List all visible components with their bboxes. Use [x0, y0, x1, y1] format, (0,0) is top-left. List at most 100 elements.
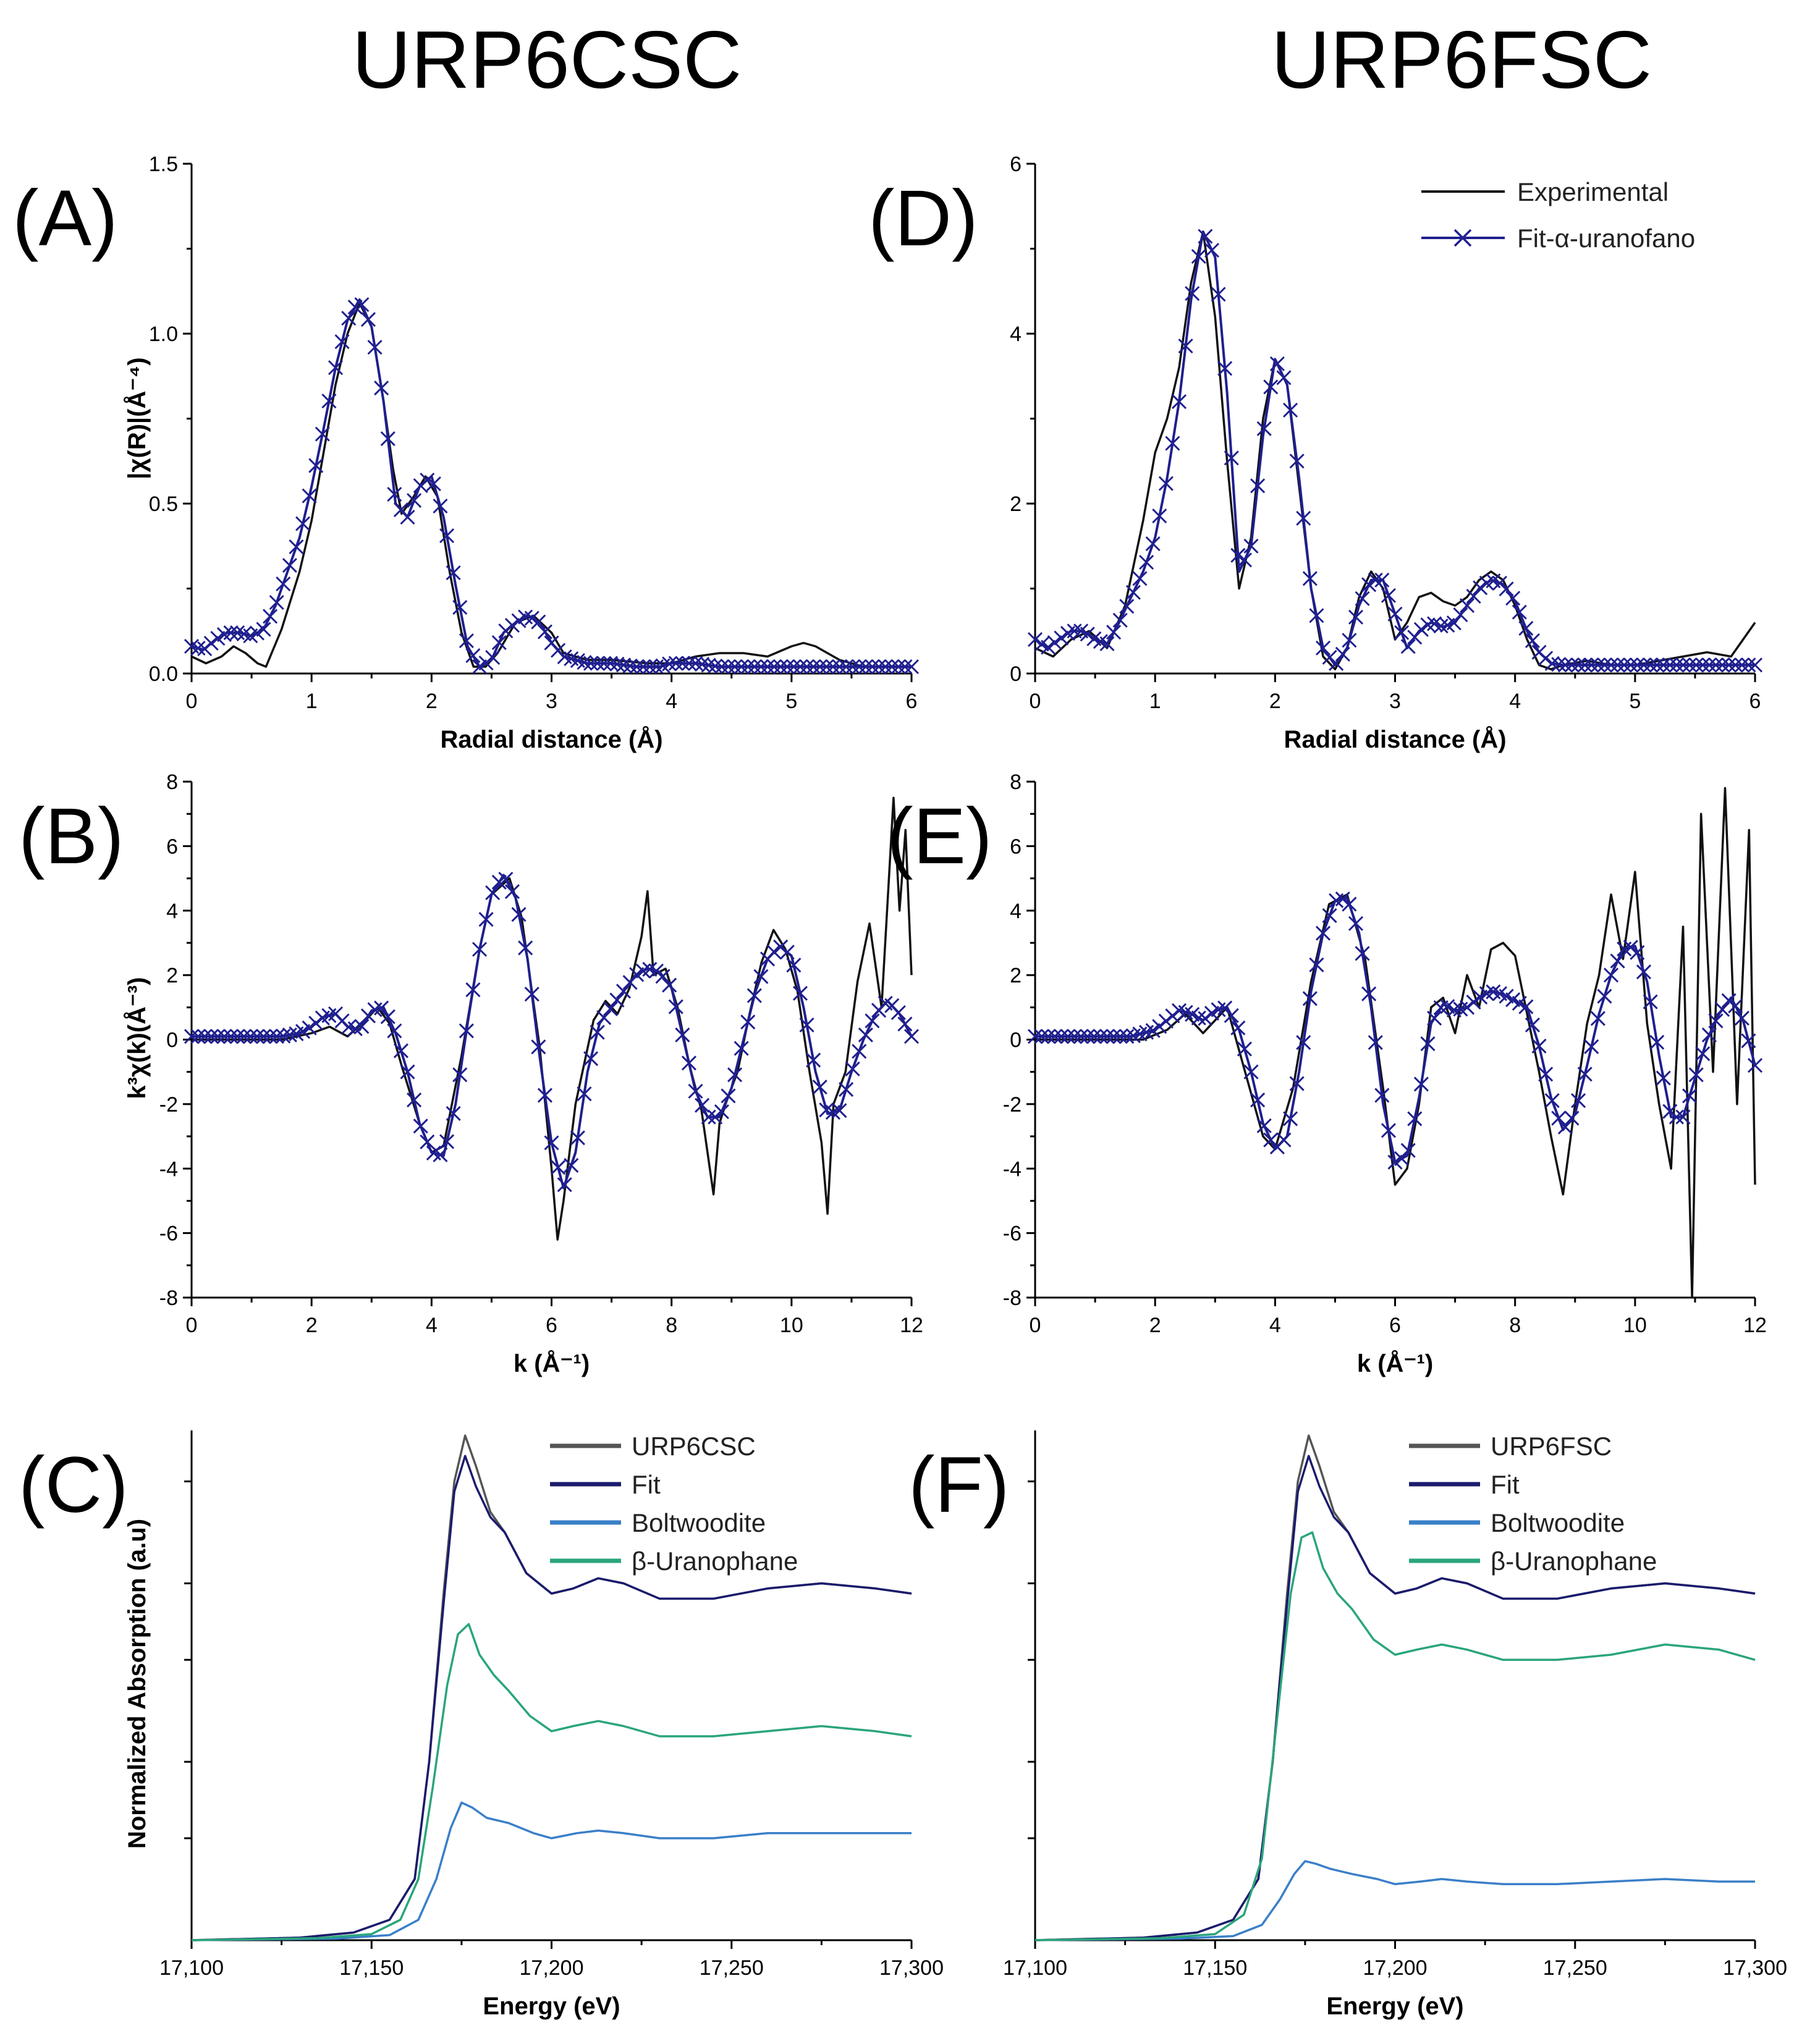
- fit-marker: [1525, 633, 1540, 648]
- fit-marker: [1361, 986, 1377, 1002]
- panel-A: (A) 0 1 2 3 4 5 6 0.0 0.5 1.0 1.5 Radial distance (Å…: [12, 153, 920, 753]
- fit-marker: [1204, 242, 1220, 258]
- x-tick-label: 3: [1389, 690, 1401, 713]
- fit-marker: [1466, 994, 1481, 1010]
- legend-marker: [1453, 229, 1472, 247]
- fit-marker: [740, 659, 756, 675]
- fit-marker: [1302, 991, 1318, 1007]
- fit-marker: [446, 565, 461, 581]
- fit-marker: [871, 659, 887, 675]
- fit-marker: [675, 1027, 690, 1042]
- fit-marker: [315, 426, 330, 442]
- fit-marker: [354, 1019, 370, 1034]
- fit-marker: [1426, 1010, 1442, 1026]
- series-line-uranophane: [191, 1623, 912, 1941]
- fit-marker: [1073, 1029, 1089, 1044]
- fit-marker: [524, 986, 539, 1002]
- fit-marker: [1243, 1064, 1259, 1079]
- x-tick-label: 3: [546, 690, 557, 713]
- fit-marker: [1276, 370, 1292, 386]
- fit-marker: [282, 557, 297, 573]
- fit-marker: [544, 1135, 559, 1151]
- fit-marker: [203, 1029, 219, 1044]
- fit-marker: [1224, 1008, 1239, 1023]
- fit-marker: [642, 659, 658, 675]
- fit-marker: [1080, 627, 1095, 642]
- fit-marker: [819, 659, 834, 675]
- x-tick-label: 17,300: [879, 1956, 944, 1980]
- fit-marker: [1067, 1029, 1082, 1044]
- fit-marker: [747, 988, 762, 1003]
- fit-marker: [1570, 657, 1586, 673]
- fit-marker: [1708, 657, 1724, 673]
- fit-marker: [759, 659, 776, 675]
- series-line-xanes_sample: [191, 1434, 912, 1941]
- fit-marker: [858, 1027, 873, 1042]
- fit-marker: [1630, 657, 1645, 673]
- fit-marker: [1688, 657, 1704, 673]
- fit-marker: [1342, 633, 1357, 648]
- fit-marker: [1656, 657, 1671, 673]
- fit-marker: [1662, 657, 1678, 673]
- fit-marker: [897, 659, 913, 675]
- fit-marker: [374, 380, 389, 396]
- fit-marker: [289, 539, 304, 555]
- panel-label-D: (D): [868, 174, 978, 263]
- fit-marker: [459, 633, 474, 649]
- fit-marker: [1047, 635, 1062, 651]
- fit-marker: [407, 1092, 422, 1108]
- fit-marker: [295, 516, 311, 531]
- series-line-xanes_fit: [1034, 1455, 1756, 1941]
- series-line-fit_exafs: [1034, 230, 1755, 667]
- fit-marker: [504, 884, 520, 899]
- fit-marker: [190, 1029, 206, 1044]
- fit-marker: [681, 656, 696, 671]
- series-line-experimental: [191, 302, 912, 668]
- fit-marker: [622, 658, 638, 674]
- fit-marker: [1060, 1029, 1076, 1044]
- panel-D: (D) 0 1 2 3 4 5 6 0 2 4 6 Radial distance (Å) Experim…: [868, 153, 1763, 753]
- fit-marker: [1701, 1027, 1717, 1042]
- series-line-fit_exafs: [191, 298, 912, 668]
- fit-marker: [1119, 599, 1135, 614]
- y-tick-label: -6: [159, 1222, 178, 1246]
- fit-marker: [249, 1029, 264, 1044]
- fit-marker: [1688, 1067, 1704, 1083]
- fit-marker: [1315, 640, 1331, 656]
- fit-marker: [609, 656, 625, 672]
- fit-marker: [1250, 1092, 1266, 1108]
- fit-marker: [354, 297, 370, 313]
- fit-marker: [1112, 1029, 1128, 1044]
- x-tick-label: 2: [1149, 1314, 1161, 1337]
- fit-marker: [1099, 636, 1115, 651]
- x-axis-label: k (Å⁻¹): [514, 1349, 590, 1377]
- x-axis-label: Energy (eV): [1326, 1993, 1463, 2020]
- fit-marker: [1289, 454, 1305, 469]
- x-tick-label: 4: [1269, 1314, 1281, 1337]
- fit-marker: [1034, 1029, 1049, 1044]
- fit-marker: [387, 486, 402, 502]
- fit-marker: [380, 1009, 396, 1024]
- fit-marker: [1374, 572, 1390, 588]
- fit-marker: [832, 1103, 847, 1118]
- fit-marker: [616, 984, 632, 999]
- fit-marker: [648, 659, 664, 675]
- fit-marker: [1643, 657, 1658, 673]
- fit-marker: [1603, 968, 1619, 983]
- fit-marker: [839, 1082, 854, 1097]
- fit-marker: [1544, 1093, 1560, 1109]
- fit-marker: [1348, 916, 1364, 931]
- legend-entry: URP6CSC: [632, 1432, 756, 1461]
- fit-marker: [216, 1029, 232, 1044]
- fit-marker: [1741, 657, 1756, 673]
- y-tick-label: 2: [1010, 492, 1022, 516]
- fit-marker: [1093, 1029, 1108, 1044]
- legend-entry: β-Uranophane: [1491, 1547, 1657, 1576]
- fit-marker: [792, 986, 808, 1001]
- fit-marker: [747, 659, 762, 675]
- fit-marker: [531, 614, 546, 630]
- fit-marker: [655, 968, 671, 984]
- y-tick-label: 2: [1010, 964, 1022, 987]
- fit-marker: [1734, 1010, 1749, 1026]
- x-tick-label: 17,200: [1363, 1956, 1428, 1980]
